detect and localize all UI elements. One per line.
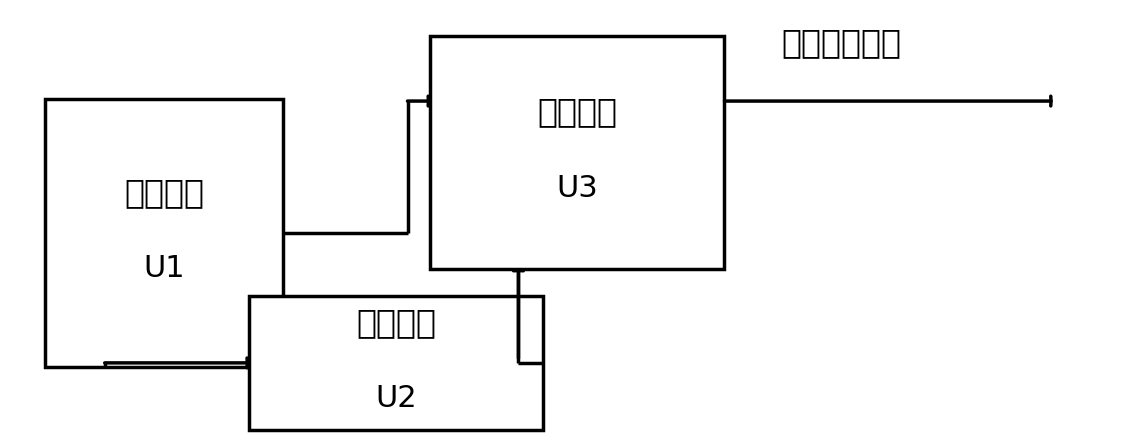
Text: 步进延时信号: 步进延时信号 (781, 26, 901, 59)
Text: U3: U3 (557, 174, 598, 202)
Text: U1: U1 (144, 254, 185, 283)
Text: 延时模块: 延时模块 (538, 95, 617, 129)
Text: 信号模块: 信号模块 (125, 176, 204, 209)
FancyBboxPatch shape (45, 99, 283, 367)
FancyBboxPatch shape (430, 36, 724, 269)
Text: 控制模块: 控制模块 (357, 306, 436, 339)
FancyBboxPatch shape (249, 296, 543, 430)
Text: U2: U2 (376, 384, 417, 413)
